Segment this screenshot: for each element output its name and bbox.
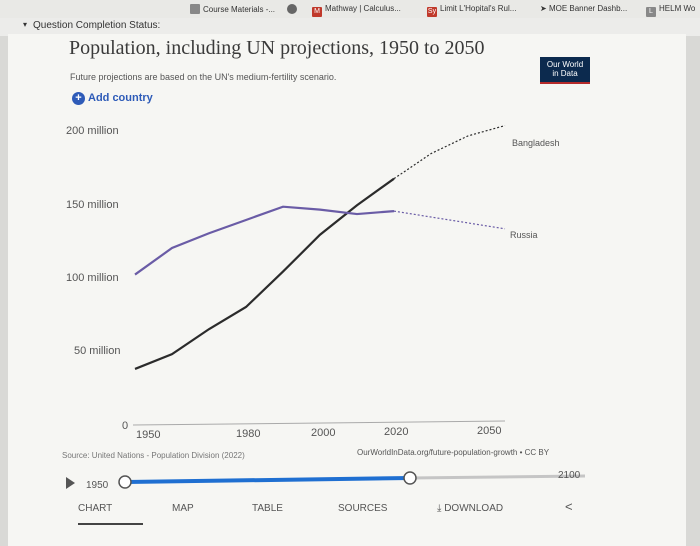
series-projection-bangladesh[interactable] bbox=[393, 124, 506, 180]
series-label-russia: Russia bbox=[510, 230, 538, 240]
x-axis-line bbox=[132, 420, 506, 426]
plus-icon: + bbox=[72, 92, 85, 105]
y-tick-label: 100 million bbox=[66, 272, 119, 284]
chart-subtitle: Future projections are based on the UN's… bbox=[70, 72, 337, 82]
bookmark-moe[interactable]: ➤ MOE Banner Dashb... bbox=[540, 4, 628, 13]
chart-title: Population, including UN projections, 19… bbox=[69, 37, 485, 59]
chart-source: Source: United Nations - Population Divi… bbox=[62, 451, 245, 460]
tab-map[interactable]: MAP bbox=[172, 503, 194, 514]
bookmarks-bar: Course Materials -... M Mathway | Calculu… bbox=[0, 0, 700, 18]
tab-chart[interactable]: CHART bbox=[78, 503, 113, 514]
bookmark-openai[interactable] bbox=[287, 4, 300, 14]
tab-download[interactable]: ⤓ DOWNLOAD bbox=[437, 503, 504, 514]
series-label-bangladesh: Bangladesh bbox=[512, 138, 560, 148]
helm-icon: L bbox=[646, 7, 656, 17]
bookmark-mathway[interactable]: M Mathway | Calculus... bbox=[312, 4, 401, 17]
y-tick-label: 0 bbox=[122, 420, 128, 432]
question-status-bar: ▾ Question Completion Status: bbox=[0, 18, 700, 36]
y-tick-label: 150 million bbox=[66, 199, 119, 211]
moe-icon: ➤ bbox=[540, 4, 549, 13]
active-tab-underline bbox=[78, 523, 143, 525]
question-status-label: Question Completion Status: bbox=[33, 20, 161, 31]
add-country-button[interactable]: + Add country bbox=[72, 92, 153, 105]
mathway-icon: M bbox=[312, 7, 322, 17]
series-line-russia[interactable] bbox=[134, 205, 395, 276]
bookmark-symbolab[interactable]: Sy Limit L'Hopital's Rul... bbox=[427, 4, 517, 17]
x-tick-label: 1980 bbox=[236, 428, 260, 440]
x-tick-label: 2020 bbox=[384, 426, 408, 438]
collapse-arrow-icon[interactable]: ▾ bbox=[23, 20, 28, 29]
tab-sources[interactable]: SOURCES bbox=[338, 503, 388, 514]
series-line-bangladesh[interactable] bbox=[134, 177, 395, 370]
tab-table[interactable]: TABLE bbox=[252, 503, 283, 514]
folder-icon bbox=[190, 4, 200, 14]
x-tick-label: 1950 bbox=[136, 429, 160, 441]
download-icon: ⤓ bbox=[437, 503, 442, 514]
x-tick-label: 2050 bbox=[477, 425, 501, 437]
bookmark-helm[interactable]: L HELM Wo bbox=[646, 4, 695, 17]
share-icon[interactable]: < bbox=[565, 499, 573, 514]
chart-url[interactable]: OurWorldInData.org/future-population-gro… bbox=[357, 448, 550, 457]
bookmark-course-materials[interactable]: Course Materials -... bbox=[190, 4, 275, 14]
symbolab-icon: Sy bbox=[427, 7, 437, 17]
x-tick-label: 2000 bbox=[311, 427, 335, 439]
owid-logo[interactable]: Our World in Data bbox=[540, 57, 590, 84]
chart-panel bbox=[8, 34, 686, 546]
series-projection-russia[interactable] bbox=[393, 210, 506, 230]
openai-icon bbox=[287, 4, 297, 14]
y-tick-label: 200 million bbox=[66, 125, 119, 137]
y-tick-label: 50 million bbox=[74, 345, 120, 357]
